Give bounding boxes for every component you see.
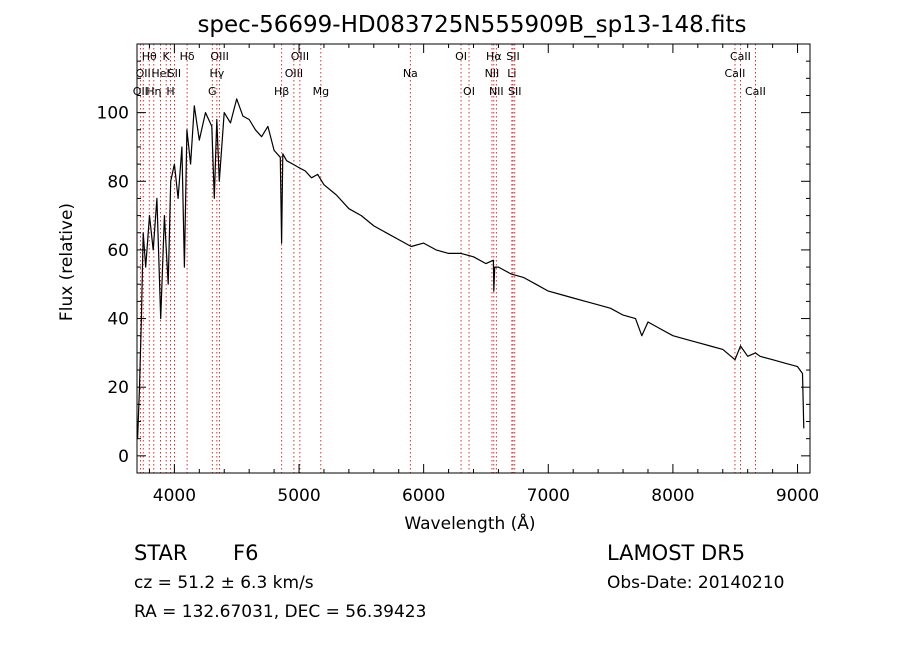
- x-tick-label: 8000: [651, 486, 694, 506]
- line-labels: OIIOIIHθHηHeIKHSIIHδGHγOIIIHβOIIIOIIIMgN…: [133, 50, 766, 98]
- y-tick-label: 100: [97, 104, 129, 124]
- y-tick-label: 0: [118, 447, 129, 467]
- redshift-text: cz = 51.2 ± 6.3 km/s: [134, 573, 314, 593]
- line-label: OI: [455, 50, 467, 63]
- chart-title: spec-56699-HD083725N555909B_sp13-148.fit…: [197, 12, 746, 38]
- x-tick-label: 7000: [527, 486, 570, 506]
- y-axis-ticks: 0 20 40 60 80 100: [97, 60, 810, 467]
- y-tick-label: 80: [107, 172, 129, 192]
- line-label: K: [163, 50, 171, 63]
- y-tick-label: 60: [107, 241, 129, 261]
- object-class: STAR: [134, 541, 188, 565]
- line-label: Hβ: [274, 85, 289, 98]
- line-label: OIII: [285, 67, 303, 80]
- line-label: CaII: [745, 85, 766, 98]
- line-label: OI: [463, 85, 475, 98]
- line-label: HeI: [151, 67, 169, 80]
- line-label: Hη: [146, 85, 161, 98]
- line-label: SII: [508, 85, 521, 98]
- y-axis-label: Flux (relative): [57, 203, 77, 321]
- line-label: G: [208, 85, 217, 98]
- line-label: Hθ: [142, 50, 157, 63]
- object-subclass: F6: [233, 541, 259, 565]
- plot-frame: [136, 43, 811, 474]
- line-label: Hδ: [180, 50, 195, 63]
- line-label: NII: [485, 67, 500, 80]
- line-label: Hγ: [209, 67, 224, 80]
- x-axis-ticks: 4000 5000 6000 7000 8000 9000: [148, 44, 819, 506]
- x-tick-label: 6000: [402, 486, 445, 506]
- line-label: CaII: [730, 50, 751, 63]
- spectrum-line: [137, 98, 805, 439]
- line-label: Hα: [486, 50, 502, 63]
- x-tick-label: 9000: [776, 486, 819, 506]
- y-tick-label: 20: [107, 378, 129, 398]
- line-label: OIII: [291, 50, 309, 63]
- x-tick-label: 5000: [277, 486, 320, 506]
- line-label: OII: [136, 67, 151, 80]
- coordinates: RA = 132.67031, DEC = 56.39423: [134, 602, 427, 622]
- line-label: OIII: [210, 50, 228, 63]
- y-tick-label: 40: [107, 310, 129, 330]
- line-label: Na: [403, 67, 418, 80]
- line-label: CaII: [725, 67, 746, 80]
- line-label: SII: [168, 67, 181, 80]
- line-label: NII: [489, 85, 504, 98]
- obs-date: Obs-Date: 20140210: [607, 573, 785, 593]
- line-markers: [139, 44, 756, 473]
- line-label: Mg: [313, 85, 329, 98]
- survey-name: LAMOST DR5: [607, 541, 746, 565]
- line-label: Li: [507, 67, 516, 80]
- line-label: H: [166, 85, 174, 98]
- line-label: SII: [506, 50, 519, 63]
- x-axis-label: Wavelength (Å): [404, 512, 535, 534]
- x-tick-label: 4000: [153, 486, 196, 506]
